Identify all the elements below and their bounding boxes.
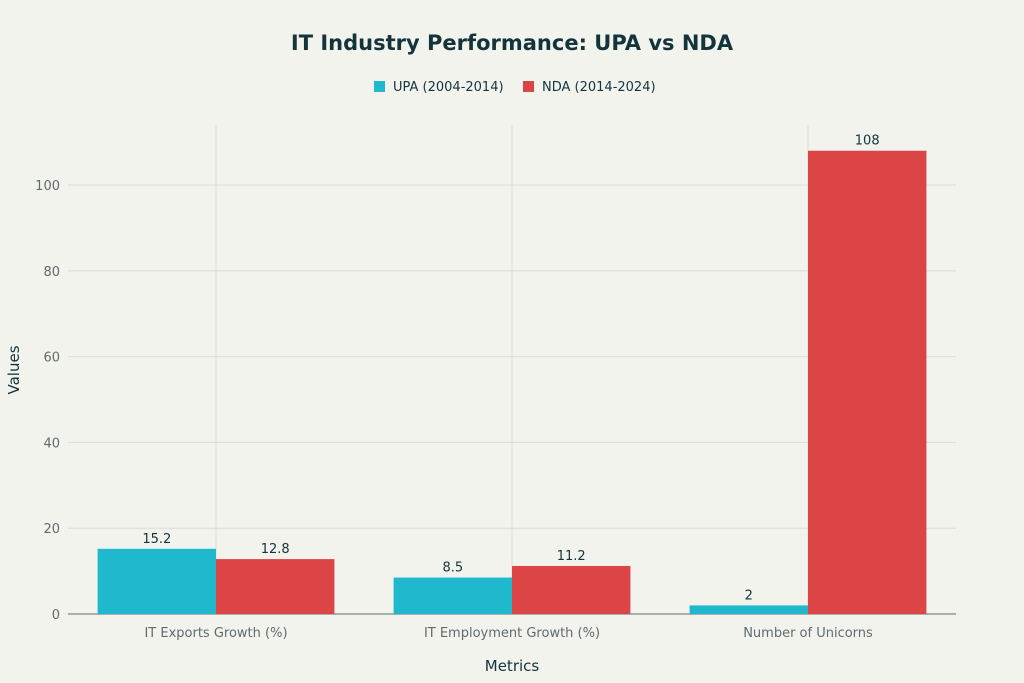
bar-nda (216, 559, 335, 614)
y-tick-label: 80 (43, 265, 60, 280)
y-tick-label: 40 (43, 436, 60, 451)
bar-upa (97, 548, 216, 614)
y-axis-title: Values (5, 345, 23, 394)
x-tick-label: IT Exports Growth (%) (144, 626, 287, 641)
data-label: 8.5 (442, 561, 463, 576)
bar-nda (808, 150, 927, 614)
y-tick-label: 0 (52, 608, 60, 623)
legend-swatch (523, 81, 534, 92)
data-label: 15.2 (142, 532, 171, 547)
data-label: 108 (855, 134, 880, 149)
y-tick-label: 60 (43, 351, 60, 366)
legend-label: UPA (2004-2014) (393, 80, 504, 95)
bar-nda (512, 565, 631, 614)
bars (97, 150, 927, 614)
bar-upa (393, 577, 512, 614)
y-axis-ticks: 0 20 40 60 80 100 (35, 179, 60, 623)
legend-swatch (374, 81, 385, 92)
data-labels: 15.2 8.5 2 12.8 11.2 108 (142, 134, 879, 604)
bar-upa (689, 605, 808, 614)
data-label: 2 (745, 588, 753, 603)
x-axis-title: Metrics (485, 657, 540, 675)
legend: UPA (2004-2014) NDA (2014-2024) (374, 80, 656, 95)
y-tick-label: 20 (43, 522, 60, 537)
y-tick-label: 100 (35, 179, 60, 194)
x-axis-ticks: IT Exports Growth (%) IT Employment Growt… (144, 626, 873, 641)
data-label: 11.2 (557, 549, 586, 564)
x-tick-label: IT Employment Growth (%) (424, 626, 600, 641)
chart-title: IT Industry Performance: UPA vs NDA (291, 31, 734, 55)
data-label: 12.8 (261, 542, 290, 557)
legend-label: NDA (2014-2024) (542, 80, 656, 95)
x-tick-label: Number of Unicorns (743, 626, 873, 641)
